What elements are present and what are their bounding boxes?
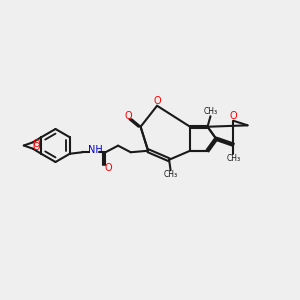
Text: CH₃: CH₃	[203, 107, 218, 116]
Text: O: O	[105, 163, 112, 172]
Text: O: O	[230, 111, 237, 121]
Text: O: O	[124, 111, 132, 121]
Text: O: O	[33, 142, 40, 152]
Text: NH: NH	[88, 145, 103, 155]
Text: O: O	[153, 96, 161, 106]
Text: CH₃: CH₃	[226, 154, 241, 163]
Text: CH₃: CH₃	[164, 170, 178, 179]
Text: O: O	[33, 140, 40, 149]
